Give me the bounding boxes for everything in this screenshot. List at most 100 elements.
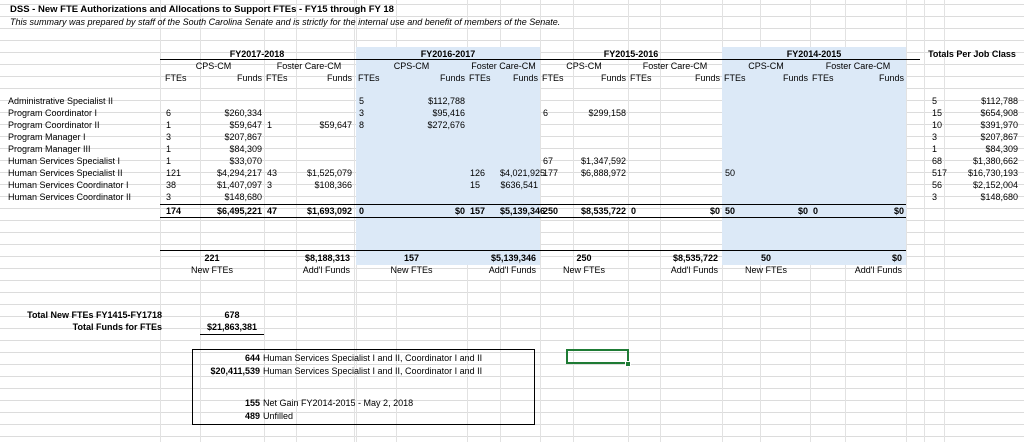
col-header-funds: Funds [694,73,720,83]
col-header-funds: Funds [439,73,465,83]
funds-cell: $4,021,925 [500,168,546,178]
fy-header: FY2014-2015 [786,49,842,59]
subtotal-ftes: 50 [725,206,736,216]
column-line [160,0,161,442]
summary-funds-label: Add'l Funds [488,265,536,275]
col-header-funds: Funds [600,73,626,83]
column-line [660,0,661,442]
note-value: 155 [244,398,260,408]
ftes-cell: 1 [166,120,172,130]
funds-cell: $148,680 [224,192,262,202]
summary-ftes: 221 [204,253,220,263]
total-funds-cell: $391,970 [980,120,1018,130]
border-line [160,204,906,205]
col-header-ftes: FTEs [630,73,652,83]
summary-funds: $8,535,722 [672,253,718,263]
funds-cell: $95,416 [432,108,465,118]
funds-cell: $260,334 [224,108,262,118]
subtotal-ftes: 250 [543,206,559,216]
column-line [944,0,945,442]
total-funds-cell: $654,908 [980,108,1018,118]
col-header-funds: Funds [326,73,352,83]
col-header-ftes: FTEs [542,73,564,83]
ftes-cell: 38 [166,180,177,190]
ftes-cell: 1 [166,156,172,166]
fy-header: FY2015-2016 [603,49,659,59]
col-header-funds: Funds [782,73,808,83]
total-funds-cell: $2,152,004 [972,180,1018,190]
funds-cell: $33,070 [229,156,262,166]
border-line [160,250,906,251]
row-label: Program Coordinator I [8,108,98,118]
summary-funds: $0 [891,253,902,263]
total-ftes-cell: 5 [932,96,938,106]
group-header-foster: Foster Care-CM [471,61,536,71]
subtotal-ftes: 0 [813,206,819,216]
ftes-cell: 15 [470,180,481,190]
funds-cell: $636,541 [500,180,538,190]
column-line [200,0,201,442]
group-header-foster: Foster Care-CM [825,61,891,71]
funds-cell: $1,407,097 [216,180,262,190]
summary-funds: $5,139,346 [490,253,536,263]
note-text: Human Services Specialist I and II, Coor… [263,353,483,363]
summary-ftes-label: New FTEs [744,265,787,275]
ftes-cell: 126 [470,168,486,178]
row-label: Program Manager III [8,144,91,154]
ftes-cell: 67 [543,156,554,166]
note-text: Unfilled [263,411,294,421]
ftes-cell: 6 [166,108,172,118]
funds-cell: $59,647 [319,120,352,130]
total-funds-cell: $84,309 [985,144,1018,154]
total-funds-cell: $112,788 [981,96,1018,106]
ftes-cell: 43 [267,168,278,178]
fill-handle[interactable] [625,361,631,367]
summary-ftes: 50 [760,253,771,263]
ftes-cell: 177 [543,168,559,178]
row-label: Administrative Specialist II [8,96,114,106]
group-header-cps: CPS-CM [195,61,232,71]
total-funds-cell: $207,867 [980,132,1018,142]
selected-cell[interactable] [566,349,629,364]
ftes-cell: 1 [267,120,273,130]
ftes-cell: 5 [359,96,365,106]
row-label: Program Coordinator II [8,120,100,130]
summary-ftes-label: New FTEs [190,265,233,275]
col-header-ftes: FTEs [358,73,380,83]
fy-panel-shade [356,47,540,265]
col-header-funds: Funds [878,73,904,83]
group-header-cps: CPS-CM [393,61,430,71]
total-ftes-cell: 10 [932,120,943,130]
ftes-cell: 121 [166,168,182,178]
col-header-ftes: FTEs [812,73,834,83]
ftes-cell: 8 [359,120,365,130]
row-label: Program Manager I [8,132,86,142]
note-value: 489 [244,411,260,421]
funds-cell: $84,309 [229,144,262,154]
row-label: Human Services Specialist II [8,168,123,178]
total-funds-cell: $16,730,193 [967,168,1018,178]
fy-header: FY2017-2018 [229,49,285,59]
notes-box [192,349,535,425]
total-funds-cell: $148,680 [980,192,1018,202]
funds-cell: $108,366 [314,180,352,190]
column-line [264,0,265,442]
row-label: Human Services Coordinator I [8,180,129,190]
note-text: Human Services Specialist I and II, Coor… [263,366,483,376]
summary-ftes-label: New FTEs [562,265,605,275]
summary-funds-label: Add'l Funds [302,265,350,275]
subtotal-funds: $1,693,092 [306,206,352,216]
column-line [906,0,907,442]
row-label: Human Services Specialist I [8,156,121,166]
subtotal-ftes: 174 [166,206,182,216]
grand-funds-label: Total Funds for FTEs [72,322,162,332]
subtotal-ftes: 0 [631,206,637,216]
column-line [540,0,541,442]
total-ftes-cell: 15 [932,108,943,118]
funds-cell: $4,294,217 [216,168,262,178]
funds-cell: $112,788 [428,96,465,106]
note-value: $20,411,539 [210,366,260,376]
subtotal-funds: $0 [709,206,720,216]
sheet-subtitle: This summary was prepared by staff of th… [10,17,561,27]
ftes-cell: 1 [166,144,172,154]
